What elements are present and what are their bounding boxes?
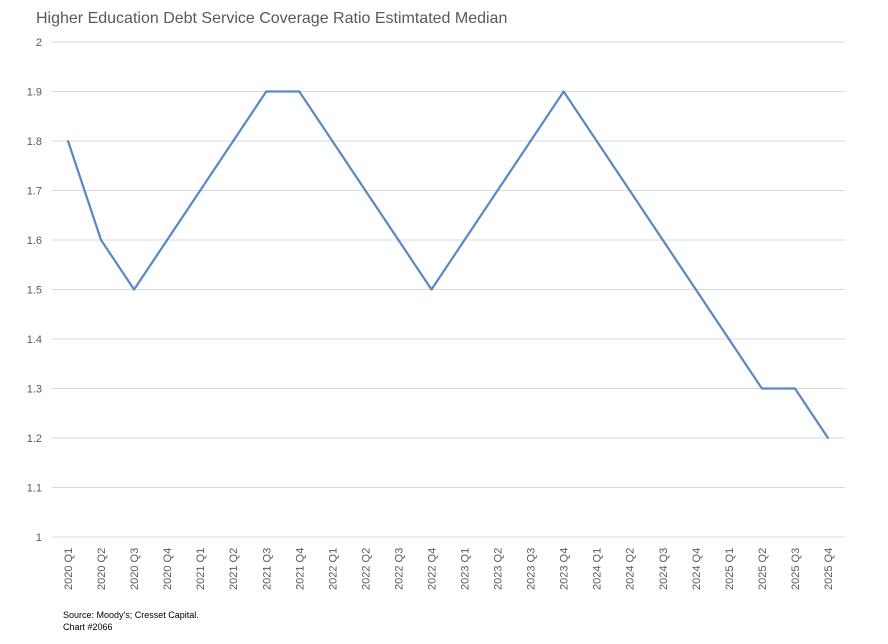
y-tick-label: 2 bbox=[36, 37, 42, 49]
y-tick-label: 1 bbox=[36, 532, 42, 544]
x-tick-label: 2024 Q4 bbox=[691, 548, 703, 590]
data-point bbox=[661, 239, 664, 241]
x-tick-label: 2020 Q3 bbox=[129, 548, 141, 590]
y-tick-label: 1.3 bbox=[27, 384, 42, 396]
data-point bbox=[727, 338, 730, 340]
data-point bbox=[397, 239, 400, 241]
x-tick-label: 2025 Q4 bbox=[823, 548, 835, 590]
x-tick-label: 2021 Q4 bbox=[294, 548, 306, 590]
x-tick-label: 2023 Q1 bbox=[460, 548, 472, 590]
data-point bbox=[430, 288, 433, 291]
data-point bbox=[331, 140, 334, 142]
x-tick-label: 2020 Q4 bbox=[162, 548, 174, 590]
y-tick-label: 1.2 bbox=[27, 433, 42, 445]
x-tick-label: 2022 Q4 bbox=[426, 548, 438, 590]
data-point bbox=[100, 239, 103, 241]
data-point bbox=[793, 387, 796, 390]
data-point bbox=[232, 140, 235, 142]
chart-number: Chart #2066 bbox=[63, 622, 113, 632]
data-point bbox=[166, 239, 169, 241]
data-point bbox=[67, 140, 69, 142]
x-tick-label: 2022 Q1 bbox=[327, 548, 339, 590]
x-tick-label: 2023 Q3 bbox=[526, 548, 538, 590]
data-point bbox=[562, 90, 565, 93]
data-point bbox=[496, 189, 499, 192]
x-tick-label: 2025 Q3 bbox=[790, 548, 802, 590]
data-point bbox=[265, 90, 268, 93]
data-point bbox=[628, 189, 631, 192]
data-point bbox=[364, 189, 367, 192]
x-tick-label: 2021 Q2 bbox=[228, 548, 240, 590]
data-point bbox=[133, 288, 136, 291]
x-tick-label: 2023 Q2 bbox=[493, 548, 505, 590]
data-point bbox=[595, 140, 598, 142]
y-tick-label: 1.5 bbox=[27, 285, 42, 297]
x-tick-label: 2025 Q1 bbox=[724, 548, 736, 590]
y-tick-label: 1.9 bbox=[27, 87, 42, 99]
x-tick-label: 2020 Q1 bbox=[63, 548, 75, 590]
x-tick-label: 2024 Q2 bbox=[625, 548, 637, 590]
source-text: Source: Moody's; Cresset Capital. bbox=[63, 610, 199, 620]
y-tick-label: 1.1 bbox=[27, 483, 42, 495]
y-tick-label: 1.6 bbox=[27, 235, 42, 247]
source-note: Source: Moody's; Cresset Capital. Chart … bbox=[63, 609, 199, 633]
chart-title: Higher Education Debt Service Coverage R… bbox=[36, 10, 508, 27]
data-point bbox=[298, 90, 301, 93]
x-tick-label: 2021 Q1 bbox=[195, 548, 207, 590]
data-point bbox=[827, 437, 829, 439]
data-point bbox=[199, 189, 202, 192]
data-point bbox=[694, 288, 697, 291]
x-tick-label: 2024 Q3 bbox=[658, 548, 670, 590]
data-point bbox=[463, 239, 466, 241]
y-tick-label: 1.7 bbox=[27, 186, 42, 198]
x-tick-label: 2023 Q4 bbox=[559, 548, 571, 590]
y-tick-label: 1.4 bbox=[27, 334, 42, 346]
x-tick-label: 2022 Q3 bbox=[393, 548, 405, 590]
x-tick-label: 2024 Q1 bbox=[592, 548, 604, 590]
x-tick-label: 2022 Q2 bbox=[360, 548, 372, 590]
series-line bbox=[66, 90, 829, 439]
y-tick-label: 1.8 bbox=[27, 136, 42, 148]
data-point bbox=[760, 387, 763, 390]
data-point bbox=[529, 140, 532, 142]
x-tick-label: 2021 Q3 bbox=[261, 548, 273, 590]
x-tick-label: 2025 Q2 bbox=[757, 548, 769, 590]
x-tick-label: 2020 Q2 bbox=[96, 548, 108, 590]
